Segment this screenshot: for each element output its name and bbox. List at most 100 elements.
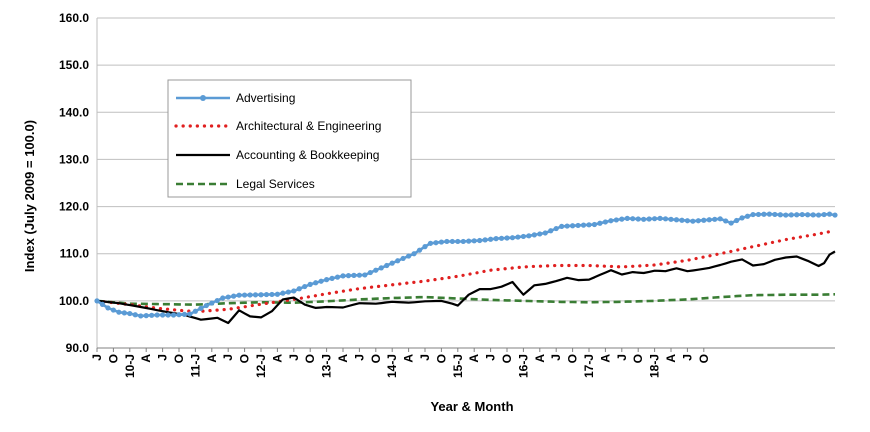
legend-item: Advertising (176, 91, 295, 105)
data-point (619, 216, 625, 222)
data-point (378, 265, 384, 271)
data-point (395, 258, 401, 264)
data-point (313, 280, 319, 286)
data-point (132, 312, 138, 318)
legend-marker (200, 95, 206, 101)
data-point (460, 238, 466, 245)
data-point (570, 223, 576, 229)
legend-item: Accounting & Bookkeeping (176, 148, 379, 162)
data-point (755, 211, 762, 218)
data-point (406, 253, 412, 259)
data-point (575, 222, 581, 229)
data-point (641, 216, 647, 222)
data-point (591, 221, 598, 228)
y-tick-label: 150.0 (59, 58, 89, 72)
data-point (690, 218, 696, 224)
data-point (258, 292, 264, 298)
data-point (717, 216, 723, 222)
x-tick-label: 14-J (385, 354, 399, 378)
data-point (269, 291, 275, 298)
x-tick-label: O (434, 354, 448, 363)
data-point (329, 275, 335, 281)
data-point (455, 238, 461, 245)
x-tick-label: A (270, 354, 284, 363)
data-point (624, 215, 630, 221)
data-point (149, 312, 155, 318)
x-tick-label: 17-J (582, 354, 596, 378)
data-point (247, 292, 253, 298)
x-tick-label: J (221, 354, 235, 361)
data-point (695, 218, 701, 224)
data-point (160, 312, 166, 318)
data-point (509, 235, 516, 241)
data-point (116, 309, 122, 315)
data-point (110, 307, 116, 313)
data-point (816, 212, 822, 218)
series-layer (94, 211, 838, 325)
x-tick-label: O (238, 354, 252, 363)
data-point (531, 232, 537, 238)
data-point (788, 212, 794, 218)
data-point (477, 237, 483, 244)
data-point (302, 283, 308, 290)
data-point (668, 216, 674, 222)
legend-label: Legal Services (236, 177, 315, 191)
x-tick-label: 16-J (516, 354, 530, 378)
y-tick-label: 110.0 (60, 247, 90, 261)
data-point (673, 217, 680, 223)
legend-item: Legal Services (176, 177, 315, 191)
data-point (438, 239, 444, 245)
data-point (127, 310, 133, 317)
data-point (389, 260, 395, 266)
data-point (750, 211, 756, 218)
x-tick-label: J (352, 354, 366, 361)
data-point (810, 212, 816, 218)
data-point (99, 301, 106, 307)
x-tick-label: J (156, 354, 170, 361)
data-point (635, 216, 641, 222)
data-point (679, 217, 685, 223)
x-tick-label: A (533, 354, 547, 363)
x-tick-label: J (549, 354, 563, 361)
data-point (706, 217, 712, 223)
data-point (466, 238, 472, 244)
legend-label: Accounting & Bookkeeping (236, 148, 379, 162)
data-point (170, 312, 177, 318)
data-point (231, 293, 237, 299)
data-point (285, 289, 291, 295)
x-tick-label: 18-J (648, 354, 662, 378)
data-point (777, 212, 783, 218)
x-tick-label: J (418, 354, 432, 361)
data-point (602, 219, 609, 225)
legend: Advertising Architectural & Engineering Ac… (167, 79, 412, 198)
data-point (613, 217, 619, 223)
series-line (96, 250, 836, 325)
x-tick-label: A (139, 354, 153, 363)
data-point (761, 211, 767, 217)
x-tick-label: J (90, 354, 104, 361)
legend-item: Architectural & Engineering (174, 119, 381, 133)
x-tick-label: J (484, 354, 498, 361)
data-point (597, 220, 603, 226)
data-point (586, 222, 592, 228)
data-point (242, 292, 248, 298)
x-tick-label: 12-J (254, 354, 268, 378)
data-point (198, 305, 204, 311)
data-point (734, 217, 740, 224)
data-point (794, 212, 800, 218)
data-point (712, 216, 718, 222)
data-point (630, 216, 636, 222)
data-point (296, 286, 302, 292)
y-tick-label: 100.0 (59, 294, 89, 308)
x-tick-label: A (664, 354, 678, 363)
data-point (553, 225, 559, 232)
x-tick-label: O (172, 354, 186, 363)
x-tick-label: A (467, 354, 481, 363)
data-point (537, 231, 543, 237)
x-tick-label: O (303, 354, 317, 363)
x-tick-label: O (631, 354, 645, 363)
data-point (274, 291, 280, 297)
x-tick-label: 15-J (451, 354, 465, 378)
y-tick-label: 160.0 (59, 11, 89, 25)
data-point (684, 218, 691, 224)
